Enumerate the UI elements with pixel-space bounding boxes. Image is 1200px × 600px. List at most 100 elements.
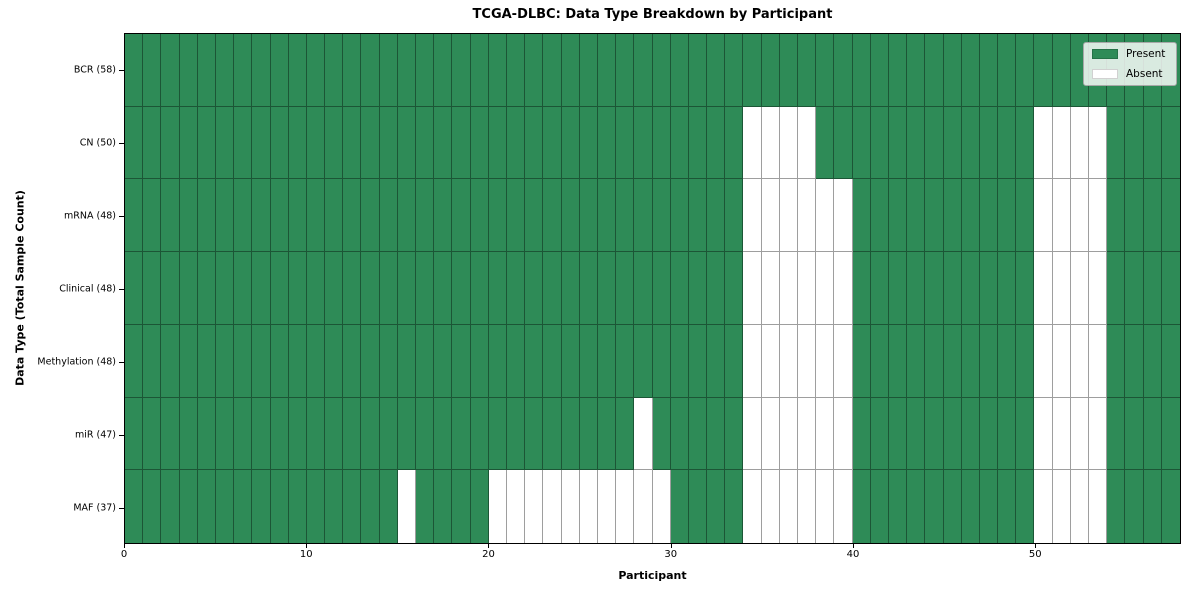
heatmap-cell — [707, 324, 726, 398]
heatmap-cell — [1034, 324, 1053, 398]
heatmap-cell — [1107, 470, 1126, 543]
x-tick-label: 10 — [299, 549, 313, 560]
heatmap-cell — [252, 397, 271, 471]
heatmap-cell — [234, 470, 253, 543]
heatmap-cell — [961, 179, 980, 253]
heatmap-cell — [907, 324, 926, 398]
heatmap-cell — [816, 34, 835, 107]
heatmap-cell — [434, 34, 453, 107]
y-tick-mark — [119, 434, 124, 436]
heatmap-cell — [688, 324, 708, 398]
heatmap-cell — [779, 397, 799, 471]
heatmap-cell — [907, 34, 926, 107]
heatmap-cell — [416, 34, 435, 107]
heatmap-cell — [379, 470, 398, 543]
heatmap-cell — [707, 34, 726, 107]
heatmap-cell — [798, 324, 817, 398]
heatmap-cell — [725, 397, 744, 471]
heatmap-cell — [252, 470, 271, 543]
heatmap-cell — [397, 106, 417, 180]
x-tick-mark — [124, 544, 125, 548]
heatmap-cell — [907, 252, 926, 325]
heatmap-cell — [597, 106, 617, 180]
heatmap-cell — [1143, 252, 1162, 325]
heatmap-cell — [343, 106, 362, 180]
heatmap-cell — [416, 252, 435, 325]
y-tick-label: Methylation (48) — [37, 356, 116, 367]
heatmap-cell — [779, 106, 799, 180]
heatmap-cell — [761, 470, 780, 543]
heatmap-cell — [325, 324, 344, 398]
heatmap-cell — [234, 252, 253, 325]
heatmap-cell — [488, 179, 507, 253]
y-tick-label: BCR (58) — [73, 64, 116, 75]
plot-area: Present Absent — [124, 33, 1181, 544]
heatmap-cell — [379, 397, 398, 471]
heatmap-cell — [397, 470, 417, 543]
heatmap-cell — [798, 179, 817, 253]
heatmap-cell — [852, 324, 871, 398]
heatmap-cell — [1070, 252, 1090, 325]
heatmap-cell — [761, 106, 780, 180]
heatmap-cell — [925, 397, 944, 471]
heatmap-cell — [852, 470, 871, 543]
heatmap-cell — [816, 470, 835, 543]
heatmap-cell — [452, 34, 471, 107]
heatmap-cell — [470, 324, 489, 398]
heatmap-cell — [361, 252, 380, 325]
heatmap-cell — [597, 34, 617, 107]
heatmap-cell — [707, 106, 726, 180]
heatmap-cell — [870, 34, 889, 107]
heatmap-cell — [125, 179, 144, 253]
heatmap-cell — [870, 397, 889, 471]
heatmap-cell — [252, 324, 271, 398]
heatmap-cell — [325, 106, 344, 180]
heatmap-cell — [688, 470, 708, 543]
heatmap-cell — [725, 34, 744, 107]
heatmap-cell — [925, 324, 944, 398]
heatmap-cell — [343, 179, 362, 253]
heatmap-cell — [616, 324, 635, 398]
heatmap-cell — [616, 179, 635, 253]
legend-label-absent: Absent — [1126, 68, 1163, 80]
heatmap-cell — [288, 179, 307, 253]
y-tick-label: miR (47) — [74, 429, 116, 440]
heatmap-cell — [798, 397, 817, 471]
heatmap-cell — [1125, 324, 1144, 398]
heatmap-cell — [270, 179, 289, 253]
heatmap-cell — [634, 34, 653, 107]
heatmap-cell — [234, 397, 253, 471]
heatmap-cell — [1016, 34, 1035, 107]
heatmap-cell — [961, 34, 980, 107]
chart-title: TCGA-DLBC: Data Type Breakdown by Partic… — [472, 7, 833, 22]
heatmap-cell — [270, 106, 289, 180]
heatmap-cell — [197, 324, 216, 398]
heatmap-cell — [543, 470, 562, 543]
heatmap-cell — [688, 34, 708, 107]
heatmap-cell — [506, 252, 526, 325]
heatmap-cell — [779, 252, 799, 325]
heatmap-cell — [943, 470, 962, 543]
heatmap-cell — [652, 252, 671, 325]
heatmap-cell — [634, 106, 653, 180]
heatmap-cell — [215, 470, 235, 543]
heatmap-cell — [488, 252, 507, 325]
heatmap-cell — [452, 470, 471, 543]
heatmap-cell — [688, 397, 708, 471]
heatmap-cell — [979, 470, 999, 543]
heatmap-cell — [470, 34, 489, 107]
heatmap-cell — [343, 34, 362, 107]
heatmap-cell — [143, 34, 162, 107]
heatmap-cell — [1107, 252, 1126, 325]
heatmap-cell — [252, 106, 271, 180]
heatmap-cell — [1143, 470, 1162, 543]
heatmap-cell — [506, 470, 526, 543]
heatmap-cell — [670, 470, 689, 543]
heatmap-cell — [925, 179, 944, 253]
heatmap-cell — [834, 252, 853, 325]
heatmap-cell — [488, 397, 507, 471]
heatmap-cell — [143, 106, 162, 180]
heatmap-cell — [1125, 106, 1144, 180]
heatmap-cell — [1161, 106, 1180, 180]
heatmap-cell — [943, 397, 962, 471]
